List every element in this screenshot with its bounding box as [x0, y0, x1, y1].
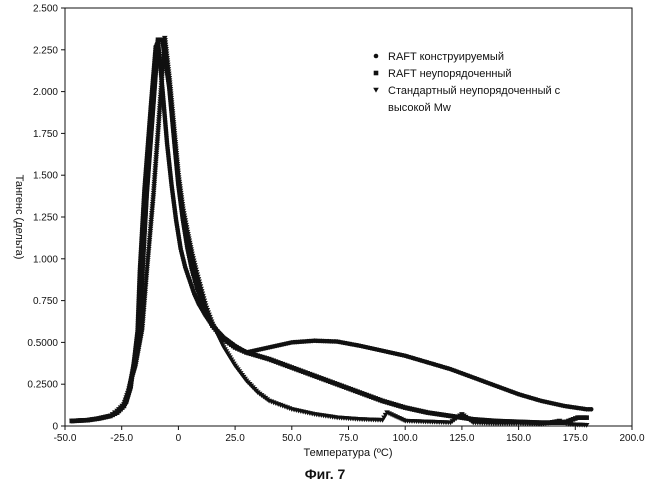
legend-marker	[374, 71, 379, 76]
x-tick-label: -25.0	[110, 433, 133, 444]
x-tick-label: 150.0	[506, 433, 531, 444]
y-tick-label: 1.000	[33, 254, 58, 265]
legend-marker	[373, 88, 379, 93]
data-point	[589, 407, 594, 412]
legend: RAFT конструируемый RAFT неупорядоченный С…	[373, 51, 560, 114]
x-tick-label: 200.0	[619, 433, 644, 444]
y-tick-label: 0	[52, 422, 58, 433]
y-tick-label: 1.500	[33, 171, 58, 182]
legend-label: высокой Mw	[388, 102, 451, 114]
x-tick-label: 25.0	[225, 433, 245, 444]
y-tick-label: 1.250	[33, 213, 58, 224]
y-axis-title: Тангенс (дельта)	[13, 175, 25, 260]
x-tick-label: 175.0	[563, 433, 588, 444]
legend-marker	[374, 54, 379, 59]
x-tick-label: 75.0	[339, 433, 359, 444]
legend-label: RAFT неупорядоченный	[388, 68, 512, 80]
y-tick-label: 2.500	[33, 4, 58, 15]
y-tick-label: 1.750	[33, 129, 58, 140]
data-point	[584, 415, 589, 420]
x-axis-ticks: -50.0 -25.0 0 25.0 50.0 75.0 100.0 125.0 150.0 17…	[54, 426, 645, 444]
y-tick-label: 0.750	[33, 296, 58, 307]
x-tick-label: 50.0	[282, 433, 302, 444]
figure-caption: Фиг. 7	[0, 466, 650, 482]
y-axis-ticks: 0 0.2500 0.5000 0.750 1.000 1.250 1.500 1.750 2.…	[27, 4, 65, 433]
y-tick-label: 0.2500	[27, 380, 58, 391]
legend-label: Стандартный неупорядоченный с	[388, 85, 561, 97]
y-tick-label: 2.000	[33, 87, 58, 98]
y-tick-label: 2.250	[33, 45, 58, 56]
legend-label: RAFT конструируемый	[388, 51, 504, 63]
y-tick-label: 0.5000	[27, 338, 58, 349]
x-tick-label: 125.0	[449, 433, 474, 444]
x-tick-label: -50.0	[54, 433, 77, 444]
chart: -50.0 -25.0 0 25.0 50.0 75.0 100.0 125.0 150.0 17…	[0, 0, 650, 465]
x-axis-title: Температура (ºС)	[304, 447, 393, 459]
x-tick-label: 0	[176, 433, 182, 444]
x-tick-label: 100.0	[393, 433, 418, 444]
